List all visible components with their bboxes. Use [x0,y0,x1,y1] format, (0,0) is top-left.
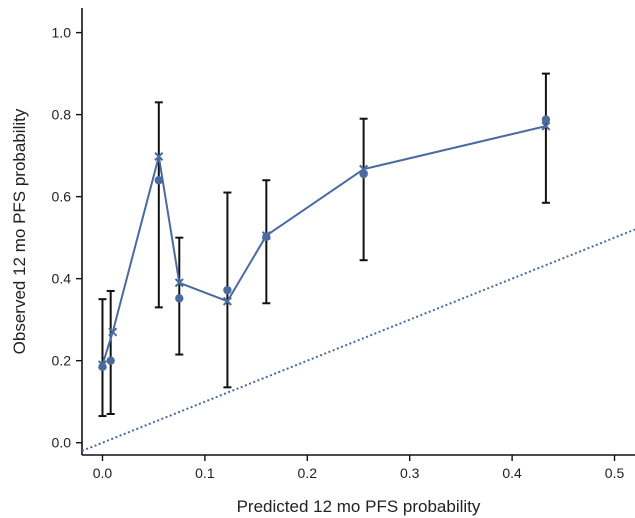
x-axis-title: Predicted 12 mo PFS probability [237,497,481,516]
observed-point [223,285,232,295]
y-axis-title: Observed 12 mo PFS probability [10,108,29,354]
estimate-x-marker [541,121,551,131]
estimate-x-marker [108,327,118,337]
reference-line [81,228,635,452]
plot-area: 0.0 0.1 0.2 0.3 0.4 0.5 0.0 0.2 0.4 0.6 0.8 1.0 [52,8,635,481]
estimate-x-marker [97,360,107,370]
x-tick-label: 0.0 [93,465,113,481]
x-tick-label: 0.4 [502,465,522,481]
x-tick-label: 0.1 [195,465,215,481]
y-tick-label: 0.2 [52,353,72,369]
estimate-x-marker [174,278,184,288]
observed-point [106,356,115,365]
x-tick-label: 0.5 [605,465,625,481]
estimate-x-marker [222,296,232,306]
estimate-x-marker [261,231,271,241]
x-tick-label: 0.2 [298,465,318,481]
estimate-x-marker [359,164,369,174]
series-line [101,125,547,366]
estimate-x-marker [154,151,164,161]
observed-point [98,362,107,372]
observed-point [154,176,164,185]
x-tick-label: 0.3 [400,465,420,481]
observed-point [541,115,551,124]
y-tick-label: 0.6 [52,189,72,205]
y-tick-label: 0.8 [52,107,72,123]
y-tick-label: 1.0 [52,25,72,41]
y-tick-label: 0.0 [52,435,72,451]
observed-point [175,294,184,303]
y-tick-label: 0.4 [52,271,72,287]
